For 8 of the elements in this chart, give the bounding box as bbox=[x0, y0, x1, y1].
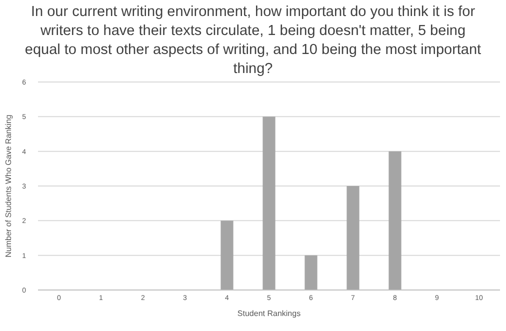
x-axis-title: Student Rankings bbox=[237, 309, 301, 318]
bar bbox=[346, 186, 360, 290]
bar bbox=[262, 116, 276, 290]
bar bbox=[388, 151, 402, 290]
bar bbox=[220, 220, 234, 290]
bar bbox=[304, 255, 318, 290]
chart-title: In our current writing environment, how important do you think it is for writers to have their texts circulate, 1 being doesn't matter, 5 being equal to most other aspects of writing, and 10 being the most important thing? bbox=[24, 4, 482, 77]
y-axis-title: Number of Students Who Gave Ranking bbox=[4, 114, 13, 258]
